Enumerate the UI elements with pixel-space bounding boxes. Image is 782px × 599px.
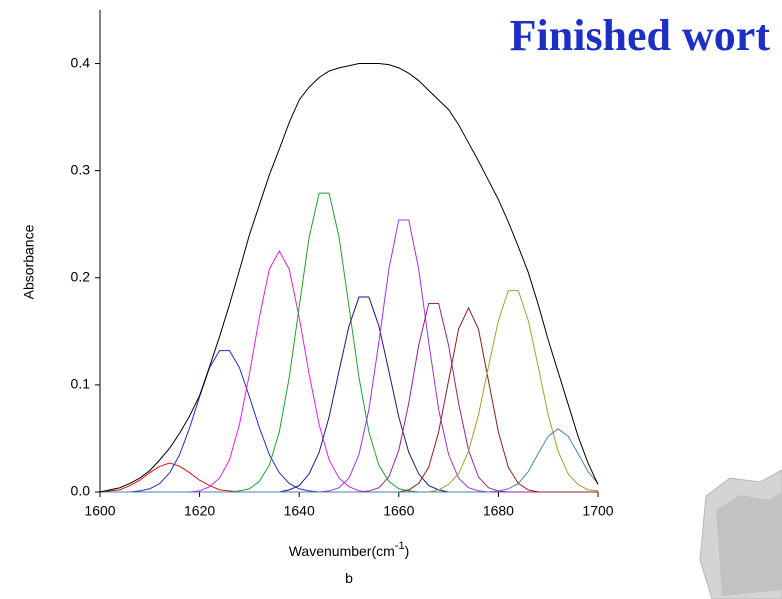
decoration-image [716, 492, 782, 596]
series-line [100, 290, 599, 493]
x-tick-label: 1700 [582, 503, 613, 519]
y-tick-label: 0.3 [71, 161, 91, 177]
series-line [100, 428, 599, 493]
y-axis-label: Absorbance [21, 224, 37, 299]
y-tick-label: 0.2 [71, 268, 91, 284]
x-axis-label-sup: -1 [395, 540, 405, 552]
caption: b [345, 570, 353, 586]
x-tick-label: 1600 [84, 503, 115, 519]
chart-title: Finished wort [510, 11, 771, 60]
y-tick-label: 0.0 [71, 483, 91, 499]
y-tick-label: 0.4 [71, 54, 91, 70]
x-tick-label: 1640 [284, 503, 315, 519]
x-tick-label: 1620 [184, 503, 215, 519]
x-tick-label: 1660 [383, 503, 414, 519]
series-line [100, 192, 598, 493]
x-axis-label-part: ) [405, 543, 410, 559]
x-axis-label: Wavenumber(cm-1) [289, 540, 410, 559]
x-tick-label: 1680 [483, 503, 514, 519]
series-line [99, 63, 599, 493]
series-line [100, 249, 598, 493]
x-axis-label-part: Wavenumber(cm [289, 543, 395, 559]
series-line [100, 350, 598, 493]
y-tick-label: 0.1 [71, 376, 91, 392]
